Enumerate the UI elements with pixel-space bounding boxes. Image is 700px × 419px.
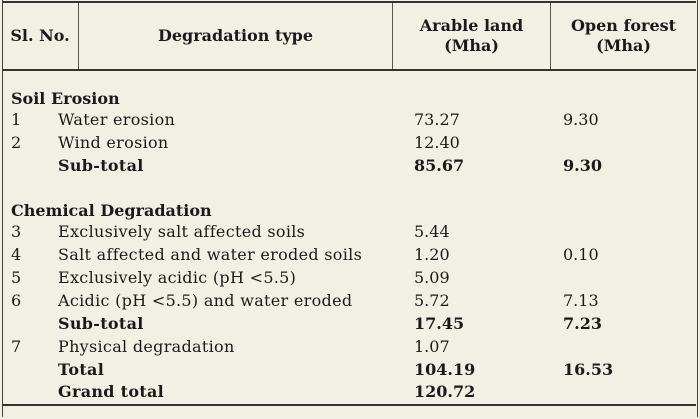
table-row: 3 Exclusively salt affected soils 5.44 xyxy=(0,220,700,243)
grand-total-row: Grand total 120.72 xyxy=(0,380,700,403)
header-open-forest: Open forest (Mha) xyxy=(551,3,696,69)
row-number: 2 xyxy=(11,133,22,152)
row-number: 3 xyxy=(11,222,22,241)
header-degradation-type-text: Degradation type xyxy=(158,26,313,45)
subtotal-arable: 85.67 xyxy=(414,156,465,175)
table-row: 6 Acidic (pH <5.5) and water eroded 5.72… xyxy=(0,289,700,312)
header-arable-land: Arable land (Mha) xyxy=(393,3,550,69)
subtotal-arable: 17.45 xyxy=(414,314,465,333)
subtotal-row: Sub-total 17.45 7.23 xyxy=(0,312,700,335)
header-forest-line2: (Mha) xyxy=(596,36,651,55)
row-type: Acidic (pH <5.5) and water eroded xyxy=(58,291,353,310)
header-sl-no-text: Sl. No. xyxy=(10,26,70,45)
row-type: Exclusively acidic (pH <5.5) xyxy=(58,268,297,287)
row-type: Exclusively salt affected soils xyxy=(58,222,306,241)
row-type: Wind erosion xyxy=(58,133,169,152)
header-divider xyxy=(550,3,551,69)
header-sl-no: Sl. No. xyxy=(2,3,78,69)
row-number: 4 xyxy=(11,245,22,264)
total-arable: 104.19 xyxy=(414,360,476,379)
table-top-rule xyxy=(2,1,696,3)
subtotal-label: Sub-total xyxy=(58,314,144,333)
row-number: 6 xyxy=(11,291,22,310)
section-title-chemical: Chemical Degradation xyxy=(11,201,212,220)
section-title-soil-erosion: Soil Erosion xyxy=(11,89,120,108)
grand-total-label: Grand total xyxy=(58,382,165,401)
subtotal-label: Sub-total xyxy=(58,156,144,175)
subtotal-row: Sub-total 85.67 9.30 xyxy=(0,154,700,177)
row-arable: 12.40 xyxy=(414,133,460,152)
header-divider xyxy=(392,3,393,69)
row-number: 7 xyxy=(11,337,22,356)
row-arable: 1.20 xyxy=(414,245,450,264)
header-forest-line1: Open forest xyxy=(570,16,677,35)
table-row: 2 Wind erosion 12.40 xyxy=(0,131,700,154)
row-arable: 5.44 xyxy=(414,222,450,241)
row-number: 1 xyxy=(11,110,22,129)
total-label: Total xyxy=(58,360,105,379)
row-arable: 5.09 xyxy=(414,268,450,287)
row-type: Water erosion xyxy=(58,110,176,129)
table-row: 7 Physical degradation 1.07 xyxy=(0,335,700,358)
header-degradation-type: Degradation type xyxy=(79,3,392,69)
row-number: 5 xyxy=(11,268,22,287)
row-type: Physical degradation xyxy=(58,337,235,356)
subtotal-forest: 9.30 xyxy=(563,156,602,175)
row-type: Salt affected and water eroded soils xyxy=(58,245,363,264)
row-forest: 0.10 xyxy=(563,245,599,264)
table-row: 1 Water erosion 73.27 9.30 xyxy=(0,108,700,131)
subtotal-forest: 7.23 xyxy=(563,314,602,333)
table-row: 5 Exclusively acidic (pH <5.5) 5.09 xyxy=(0,266,700,289)
row-forest: 7.13 xyxy=(563,291,599,310)
table-header: Sl. No. Degradation type Arable land (Mh… xyxy=(2,3,696,71)
header-arable-line1: Arable land xyxy=(419,16,524,35)
total-row: Total 104.19 16.53 xyxy=(0,358,700,381)
section-heading-row: Chemical Degradation xyxy=(0,199,700,222)
row-arable: 5.72 xyxy=(414,291,450,310)
table-bottom-rule xyxy=(2,404,696,406)
total-forest: 16.53 xyxy=(563,360,614,379)
header-divider xyxy=(78,3,79,69)
row-arable: 73.27 xyxy=(414,110,460,129)
table-row: 4 Salt affected and water eroded soils 1… xyxy=(0,243,700,266)
row-forest: 9.30 xyxy=(563,110,599,129)
row-arable: 1.07 xyxy=(414,337,450,356)
grand-total-arable: 120.72 xyxy=(414,382,476,401)
section-heading-row: Soil Erosion xyxy=(0,87,700,110)
header-arable-line2: (Mha) xyxy=(444,36,499,55)
